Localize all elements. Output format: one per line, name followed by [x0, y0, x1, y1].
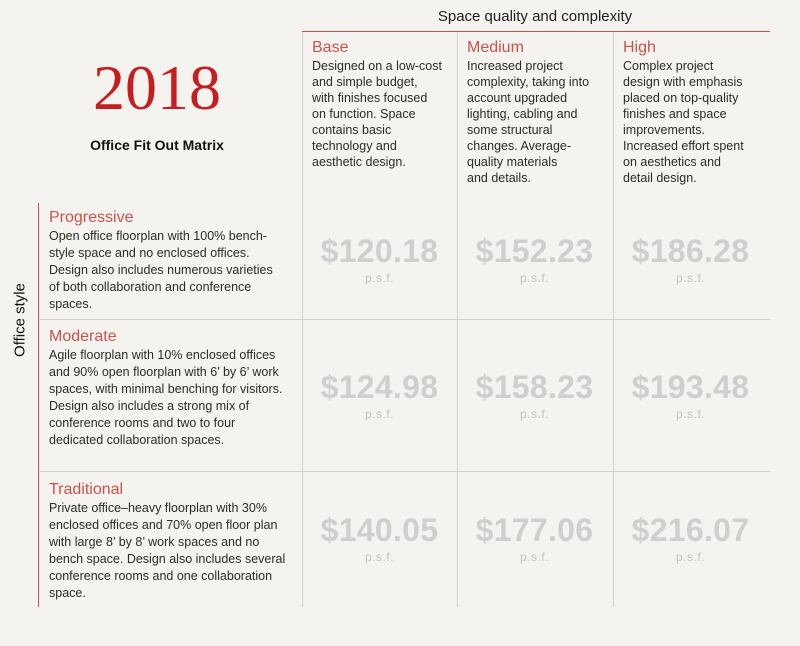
- price-cell: $158.23 p.s.f.: [457, 369, 612, 421]
- column-name: Base: [312, 39, 349, 56]
- row-header-progressive: Progressive Open office floorplan with 1…: [49, 208, 297, 313]
- row-axis-title-text: Office style: [11, 283, 29, 357]
- price-value: $124.98: [320, 369, 439, 405]
- price-value: $120.18: [320, 233, 439, 269]
- price-unit: p.s.f.: [519, 550, 549, 564]
- price-unit: p.s.f.: [675, 407, 705, 421]
- row-description: Open office floorplan with 100% bench-st…: [49, 229, 273, 311]
- price-value: $186.28: [631, 233, 750, 269]
- grid-divider: [39, 319, 770, 320]
- price-cell: $152.23 p.s.f.: [457, 233, 612, 285]
- row-description: Agile floorplan with 10% enclosed office…: [49, 348, 283, 447]
- row-name: Traditional: [49, 481, 124, 498]
- column-header-base: Base Designed on a low-cost and simple bu…: [312, 38, 462, 170]
- price-value: $177.06: [475, 512, 594, 548]
- price-value: $193.48: [631, 369, 750, 405]
- price-unit: p.s.f.: [519, 271, 549, 285]
- matrix-column-axis-title: Space quality and complexity: [437, 8, 633, 25]
- year-heading: 2018: [93, 52, 221, 123]
- price-cell: $216.07 p.s.f.: [613, 512, 768, 564]
- row-axis-rule: [38, 203, 39, 607]
- price-unit: p.s.f.: [519, 407, 549, 421]
- row-name: Moderate: [49, 328, 117, 345]
- column-description: Increased project complexity, taking into…: [467, 59, 590, 185]
- price-cell: $177.06 p.s.f.: [457, 512, 612, 564]
- row-header-traditional: Traditional Private office–heavy floorpl…: [49, 480, 297, 602]
- column-header-high: High Complex project design with emphasis…: [623, 38, 773, 186]
- column-description: Designed on a low-cost and simple budget,…: [312, 59, 442, 169]
- column-description: Complex project design with emphasis place…: [623, 59, 744, 185]
- price-value: $216.07: [631, 512, 750, 548]
- price-unit: p.s.f.: [364, 407, 394, 421]
- grid-divider: [39, 471, 770, 472]
- column-axis-rule: [302, 31, 770, 32]
- column-header-medium: Medium Increased project complexity, taki…: [467, 38, 617, 186]
- price-unit: p.s.f.: [675, 550, 705, 564]
- price-unit: p.s.f.: [364, 550, 394, 564]
- row-header-moderate: Moderate Agile floorplan with 10% enclos…: [49, 327, 297, 449]
- price-unit: p.s.f.: [675, 271, 705, 285]
- price-unit: p.s.f.: [364, 271, 394, 285]
- price-value: $140.05: [320, 512, 439, 548]
- price-cell: $140.05 p.s.f.: [302, 512, 457, 564]
- price-cell: $124.98 p.s.f.: [302, 369, 457, 421]
- price-cell: $193.48 p.s.f.: [613, 369, 768, 421]
- price-value: $158.23: [475, 369, 594, 405]
- price-value: $152.23: [475, 233, 594, 269]
- price-cell: $120.18 p.s.f.: [302, 233, 457, 285]
- column-name: Medium: [467, 39, 524, 56]
- matrix-title: Office Fit Out Matrix: [90, 137, 224, 153]
- column-name: High: [623, 39, 656, 56]
- price-cell: $186.28 p.s.f.: [613, 233, 768, 285]
- row-name: Progressive: [49, 209, 134, 226]
- row-description: Private office–heavy floorplan with 30% e…: [49, 501, 286, 600]
